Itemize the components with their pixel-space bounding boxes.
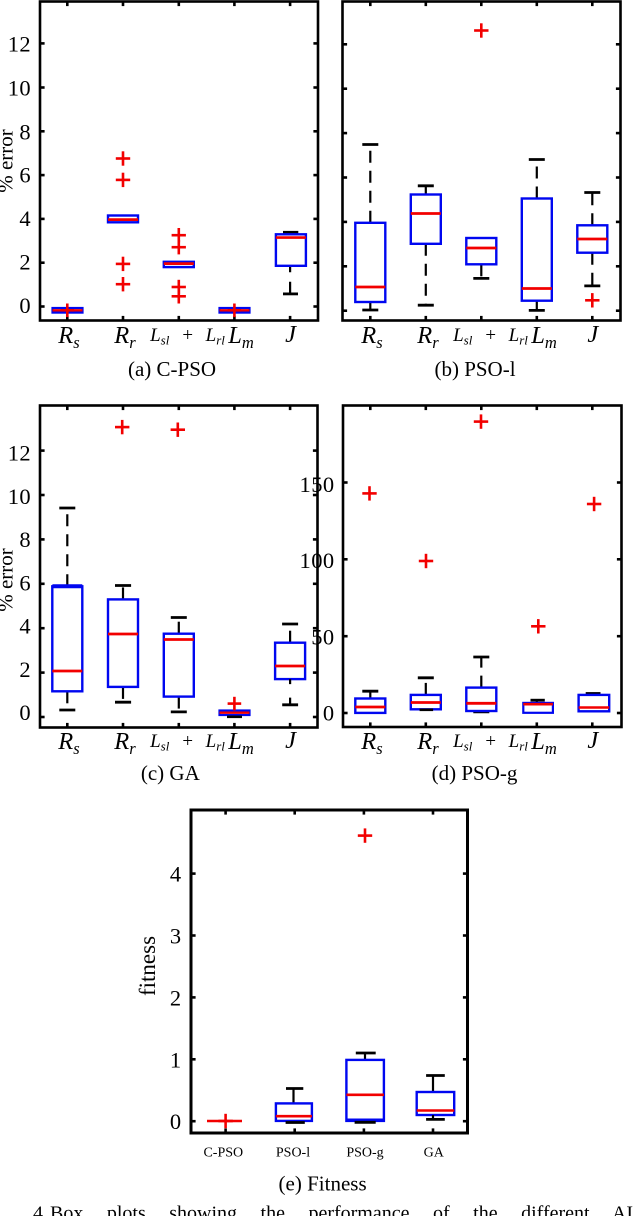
svg-text:0: 0 (19, 293, 31, 318)
svg-text:C-PSO: C-PSO (203, 1146, 243, 1161)
svg-text:8: 8 (19, 527, 31, 552)
svg-text:8: 8 (19, 119, 31, 144)
svg-text:0: 0 (323, 701, 335, 726)
svg-text:50: 50 (311, 625, 334, 650)
svg-text:6: 6 (19, 570, 31, 595)
svg-text:(c) GA: (c) GA (141, 761, 201, 785)
svg-text:% error: % error (0, 129, 18, 193)
svg-text:100: 100 (300, 548, 335, 573)
svg-text:2: 2 (170, 985, 182, 1010)
svg-text:PSO-g: PSO-g (346, 1146, 383, 1161)
svg-text:0: 0 (170, 1109, 182, 1134)
svg-text:Lsl + Lrl: Lsl + Lrl (149, 325, 225, 348)
svg-text:PSO-l: PSO-l (276, 1146, 310, 1161)
svg-text:Lsl + Lrl: Lsl + Lrl (149, 731, 225, 754)
svg-text:1: 1 (170, 1047, 182, 1072)
svg-text:J: J (587, 727, 599, 754)
svg-text:GA: GA (424, 1146, 445, 1161)
svg-text:J: J (587, 321, 599, 348)
svg-text:(b) PSO-l: (b) PSO-l (434, 357, 515, 381)
svg-text:10: 10 (8, 484, 31, 509)
svg-text:Lsl + Lrl: Lsl + Lrl (452, 731, 528, 754)
svg-text:(e) Fitness: (e) Fitness (279, 1172, 367, 1196)
svg-text:150: 150 (300, 472, 335, 497)
svg-text:Lm: Lm (227, 322, 254, 352)
svg-text:J: J (285, 321, 297, 348)
svg-text:4: 4 (170, 862, 182, 887)
svg-text:Lsl + Lrl: Lsl + Lrl (452, 325, 528, 348)
svg-text:10: 10 (8, 76, 31, 101)
svg-text:J: J (285, 727, 297, 754)
svg-text:0: 0 (19, 700, 31, 725)
svg-text:Box plots showing the performa: Box plots showing the performance of the… (50, 1203, 633, 1216)
svg-text:fitness: fitness (135, 936, 160, 996)
svg-text:3: 3 (170, 924, 182, 949)
svg-text:4.: 4. (33, 1203, 48, 1216)
svg-text:6: 6 (19, 163, 31, 188)
svg-text:% error: % error (0, 548, 18, 612)
svg-text:(a) C-PSO: (a) C-PSO (128, 357, 216, 381)
svg-text:2: 2 (19, 249, 31, 274)
svg-text:2: 2 (19, 657, 31, 682)
svg-text:4: 4 (19, 206, 31, 231)
svg-text:(d) PSO-g: (d) PSO-g (432, 761, 518, 785)
svg-text:12: 12 (8, 31, 31, 56)
svg-text:4: 4 (19, 614, 31, 639)
svg-text:12: 12 (8, 441, 31, 466)
